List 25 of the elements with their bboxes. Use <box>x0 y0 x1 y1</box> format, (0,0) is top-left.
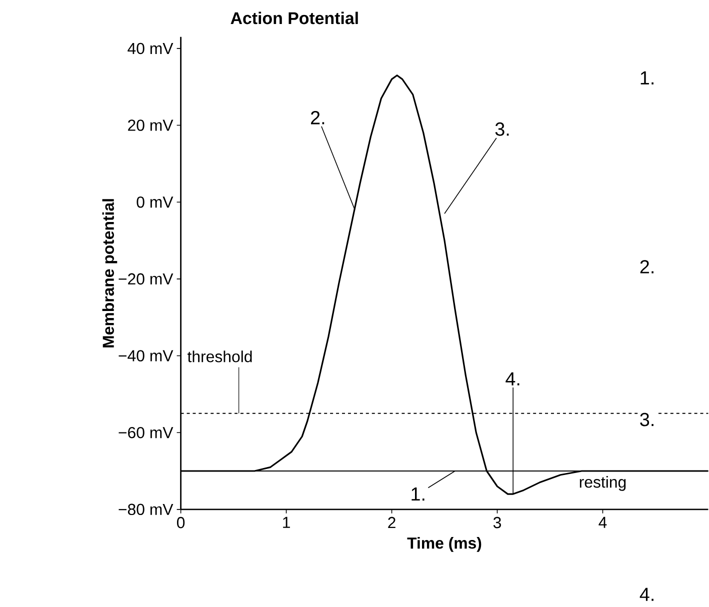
annotation: 4. <box>506 372 520 386</box>
y-tick-label: 0 mV <box>136 196 174 208</box>
ref-line-label: threshold <box>188 350 252 362</box>
y-tick-label: −80 mV <box>118 504 174 515</box>
text: 4. <box>640 588 654 601</box>
y-tick-label: 40 mV <box>128 42 174 54</box>
y-tick-label: 20 mV <box>128 119 174 131</box>
ref-line-label: resting <box>580 476 626 491</box>
annotation: 3. <box>495 122 509 136</box>
y-tick-label: −60 mV <box>118 426 174 438</box>
annotation: 1. <box>640 71 654 84</box>
x-tick-label: 0 <box>176 516 185 528</box>
x-axis-title: Time (ms) <box>407 536 482 552</box>
y-tick-label: −40 mV <box>118 350 174 362</box>
annotation: 3. <box>640 412 654 426</box>
x-tick-label: 2 <box>388 516 396 528</box>
x-tick-label: 4 <box>598 516 607 528</box>
y-tick-label: −20 mV <box>118 273 174 284</box>
annotation: 2. <box>310 110 324 124</box>
chart-title: Action Potential <box>230 12 358 24</box>
annotation: 1. <box>412 487 424 500</box>
x-tick-label: 1 <box>283 516 290 528</box>
x-tick-label: 3 <box>493 516 501 528</box>
y-axis-title: Membrane potential <box>102 198 118 348</box>
annotation: 2. <box>640 260 654 274</box>
